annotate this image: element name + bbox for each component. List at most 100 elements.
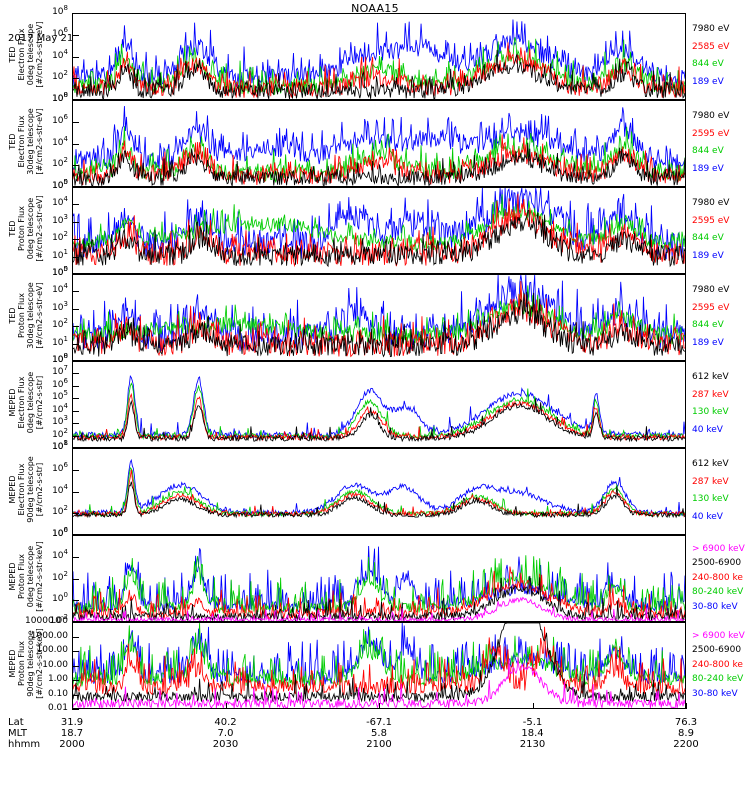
x-tick-mark: [379, 703, 380, 709]
series-line-magenta: [73, 657, 685, 708]
y-axis-caption-line: MEPED: [8, 475, 17, 504]
y-tick-label: 102: [52, 230, 68, 244]
legend-label-black: 7980 eV: [692, 285, 730, 296]
y-tick-label: 104: [52, 47, 68, 61]
y-tick-label: 100: [52, 591, 68, 605]
y-tick-label: 108: [52, 439, 68, 452]
y-tick-label: 100: [52, 91, 68, 104]
series-canvas: [73, 188, 685, 273]
y-tick-mark: [72, 410, 79, 412]
y-axis-caption-line: TED: [8, 220, 17, 237]
plot-panel-ted-electron-30deg: [72, 100, 686, 187]
y-axis-caption-line: TED: [8, 307, 17, 324]
legend-label-blue: 40 keV: [692, 511, 723, 522]
y-tick-label: 105: [52, 178, 68, 191]
y-tick-label: 108: [52, 91, 68, 104]
legend-label-black: 7980 eV: [692, 198, 730, 209]
legend-label-black: 2500-6900: [692, 645, 742, 655]
y-tick-mark: [72, 239, 79, 241]
y-tick-mark: [72, 556, 79, 558]
legend-label-black: 7980 eV: [692, 24, 730, 35]
series-line-red: [73, 627, 685, 695]
legend-label-blue: 189 eV: [692, 250, 724, 261]
legend-label-black: 7980 eV: [692, 111, 730, 122]
y-tick-mark: [72, 165, 79, 167]
x-axis-tick-value: 18.4: [521, 728, 544, 739]
y-tick-label: 108: [52, 4, 68, 17]
y-tick-mark: [72, 373, 79, 375]
series-line-red: [73, 394, 685, 440]
x-axis-tick-value: 2130: [519, 739, 546, 750]
y-tick-label: 103: [52, 414, 68, 428]
y-tick-label: 104: [52, 195, 68, 209]
x-axis-row-hhmm: hhmm 2000 2030 2100 2130 2200: [0, 739, 750, 750]
x-axis-row-mlt: MLT 18.7 7.0 5.8 18.4 8.9: [0, 728, 750, 739]
y-tick-mark: [72, 291, 79, 293]
plot-panel-ted-proton-0deg: [72, 187, 686, 274]
x-axis-tick-value: 2000: [59, 739, 85, 750]
x-axis-tick-value: 76.3: [674, 717, 698, 728]
series-line-magenta: [73, 597, 685, 621]
legend-label-green: 844 eV: [692, 320, 724, 331]
plot-panel-meped-proton-90deg: [72, 622, 686, 709]
x-axis-tick-value: 18.7: [60, 728, 84, 739]
y-tick-label: 102: [52, 504, 68, 518]
y-tick-mark: [72, 385, 79, 387]
series-canvas: [73, 449, 685, 534]
y-tick-mark: [72, 651, 79, 652]
y-axis-caption-line: MEPED: [8, 562, 17, 591]
y-tick-mark: [72, 535, 79, 536]
date-label: 2017 May 21: [8, 33, 74, 44]
legend-label-red: 240-800 ke: [692, 659, 743, 670]
y-tick-label: 104: [52, 134, 68, 148]
y-tick-label: 101: [52, 334, 68, 348]
y-tick-mark: [72, 491, 79, 493]
legend-label-blue: 30-80 keV: [692, 601, 738, 612]
y-tick-mark: [72, 326, 79, 328]
y-tick-mark: [72, 680, 79, 681]
plot-panel-ted-proton-30deg: [72, 274, 686, 361]
y-tick-label: 107: [52, 364, 68, 378]
series-line-black: [73, 50, 685, 99]
y-tick-mark: [72, 578, 79, 580]
y-tick-mark: [72, 187, 79, 188]
y-tick-label: 102: [52, 156, 68, 170]
y-tick-mark: [72, 256, 79, 258]
y-tick-label: 103: [52, 299, 68, 313]
y-tick-label: 102: [52, 317, 68, 331]
y-tick-mark: [72, 204, 79, 206]
legend-label-green: 130 keV: [692, 494, 729, 505]
legend-label-green: 844 eV: [692, 146, 724, 157]
y-tick-label: 106: [52, 25, 68, 39]
y-tick-mark: [72, 343, 79, 345]
x-axis-tick-value: 2200: [673, 739, 699, 750]
series-line-blue: [73, 460, 685, 515]
y-tick-label: 100: [52, 352, 68, 365]
y-tick-mark: [72, 448, 79, 449]
series-line-blue: [73, 19, 685, 86]
y-tick-mark: [72, 100, 79, 101]
y-tick-label: 102: [52, 426, 68, 440]
legend-label-green: 80-240 keV: [692, 674, 744, 684]
x-axis-tick-value: 2030: [212, 739, 239, 750]
y-tick-label: 104: [52, 401, 68, 415]
x-tick-mark: [532, 703, 534, 709]
y-axis-caption-line: TED: [8, 46, 17, 63]
y-tick-mark: [72, 709, 79, 710]
x-axis-tick-value: 5.8: [371, 728, 387, 739]
y-tick-mark: [72, 143, 79, 145]
legend-label-green: 130 keV: [692, 407, 729, 418]
x-tick-mark: [72, 703, 73, 709]
legend-label-red: 287 keV: [692, 476, 729, 487]
y-tick-label: 102: [52, 569, 68, 583]
x-axis-row-label: Lat: [8, 717, 24, 728]
series-line-red: [73, 281, 685, 356]
series-line-blue: [73, 106, 685, 172]
y-tick-label: 100: [52, 265, 68, 278]
legend-label-green: 844 eV: [692, 59, 724, 70]
y-tick-mark: [72, 665, 79, 667]
legend-label-red: 2595 eV: [692, 128, 730, 139]
y-tick-mark: [72, 361, 79, 362]
y-tick-label: 102: [52, 69, 68, 83]
